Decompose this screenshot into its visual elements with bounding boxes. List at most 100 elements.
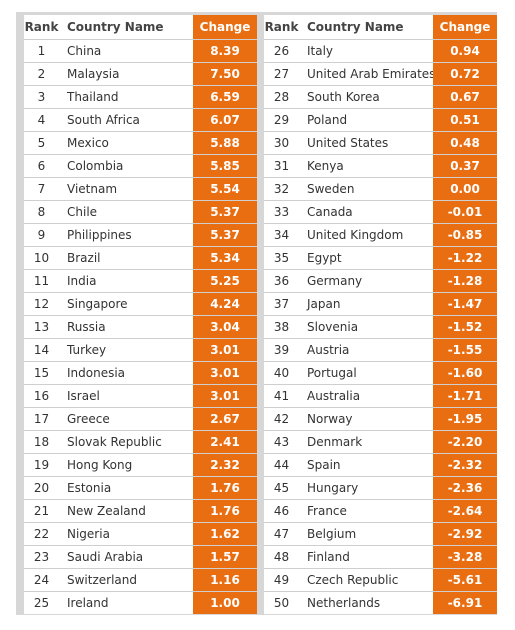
change-cell: 1.76 (193, 477, 257, 499)
table-row: 12 Singapore 4.24 (24, 292, 257, 315)
table-row: 31 Kenya 0.37 (264, 154, 497, 177)
country-cell: Greece (67, 412, 110, 426)
rank-cell: 30 (273, 136, 290, 150)
change-cell: 7.50 (193, 63, 257, 85)
table-row: 43 Denmark -2.20 (264, 430, 497, 453)
change-cell: -2.20 (433, 431, 497, 453)
change-cell: -1.22 (433, 247, 497, 269)
country-cell: Netherlands (307, 596, 381, 610)
table-row: 1 China 8.39 (24, 39, 257, 62)
rank-cell: 39 (273, 343, 290, 357)
country-cell: Indonesia (67, 366, 126, 380)
rank-cell: 29 (273, 113, 290, 127)
rank-cell: 37 (273, 297, 290, 311)
change-cell: 5.37 (193, 201, 257, 223)
table-row: 34 United Kingdom -0.85 (264, 223, 497, 246)
rank-cell: 28 (273, 90, 290, 104)
change-cell: -1.47 (433, 293, 497, 315)
left-table-panel: Rank Country Name Change 1 China 8.39 2 Mala… (24, 15, 257, 614)
change-cell: 1.62 (193, 523, 257, 545)
rank-cell: 50 (273, 596, 290, 610)
rank-header: Rank (264, 20, 299, 34)
change-cell: 2.67 (193, 408, 257, 430)
country-cell: Hungary (307, 481, 359, 495)
change-cell: -1.55 (433, 339, 497, 361)
rank-cell: 5 (37, 136, 46, 150)
country-cell: Turkey (67, 343, 107, 357)
rank-header: Rank (24, 20, 59, 34)
table-row: 3 Thailand 6.59 (24, 85, 257, 108)
rank-cell: 35 (273, 251, 290, 265)
change-header: Change (433, 15, 497, 39)
table-row: 32 Sweden 0.00 (264, 177, 497, 200)
country-cell: Malaysia (67, 67, 120, 81)
table-row: 21 New Zealand 1.76 (24, 499, 257, 522)
rank-cell: 3 (37, 90, 46, 104)
country-cell: China (67, 44, 102, 58)
country-cell: Canada (307, 205, 353, 219)
country-cell: United Kingdom (307, 228, 404, 242)
country-cell: Saudi Arabia (67, 550, 144, 564)
change-cell: 5.34 (193, 247, 257, 269)
rank-cell: 46 (273, 504, 290, 518)
change-cell: 0.51 (433, 109, 497, 131)
table-row: 29 Poland 0.51 (264, 108, 497, 131)
table-row: 33 Canada -0.01 (264, 200, 497, 223)
right-table-header: Rank Country Name Change (264, 15, 497, 39)
rank-cell: 19 (33, 458, 50, 472)
rank-cell: 48 (273, 550, 290, 564)
table-row: 11 India 5.25 (24, 269, 257, 292)
table-row: 47 Belgium -2.92 (264, 522, 497, 545)
change-cell: 5.88 (193, 132, 257, 154)
table-row: 48 Finland -3.28 (264, 545, 497, 568)
rank-cell: 23 (33, 550, 50, 564)
table-row: 25 Ireland 1.00 (24, 591, 257, 614)
change-cell: 1.00 (193, 592, 257, 614)
table-row: 6 Colombia 5.85 (24, 154, 257, 177)
table-row: 28 South Korea 0.67 (264, 85, 497, 108)
rank-cell: 22 (33, 527, 50, 541)
change-cell: 0.67 (433, 86, 497, 108)
country-cell: Australia (307, 389, 361, 403)
country-cell: Belgium (307, 527, 357, 541)
country-cell: Portugal (307, 366, 357, 380)
change-cell: 0.48 (433, 132, 497, 154)
rank-cell: 47 (273, 527, 290, 541)
country-cell: Mexico (67, 136, 109, 150)
change-cell: 3.01 (193, 385, 257, 407)
left-table-header: Rank Country Name Change (24, 15, 257, 39)
country-cell: Germany (307, 274, 363, 288)
change-cell: -1.60 (433, 362, 497, 384)
right-table-body: 26 Italy 0.94 27 United Arab Emirates 0.72 28 S… (264, 39, 497, 614)
change-cell: -2.64 (433, 500, 497, 522)
change-cell: 0.72 (433, 63, 497, 85)
country-cell: Hong Kong (67, 458, 133, 472)
country-name-header: Country Name (67, 20, 164, 34)
rank-cell: 9 (37, 228, 46, 242)
table-row: 49 Czech Republic -5.61 (264, 568, 497, 591)
country-cell: Chile (67, 205, 98, 219)
change-cell: 1.57 (193, 546, 257, 568)
rank-cell: 41 (273, 389, 290, 403)
table-row: 24 Switzerland 1.16 (24, 568, 257, 591)
country-cell: Vietnam (67, 182, 118, 196)
rank-cell: 16 (33, 389, 50, 403)
rank-cell: 10 (33, 251, 50, 265)
change-cell: -6.91 (433, 592, 497, 614)
rank-cell: 25 (33, 596, 50, 610)
country-cell: France (307, 504, 347, 518)
country-cell: Israel (67, 389, 100, 403)
change-cell: 4.24 (193, 293, 257, 315)
country-cell: Japan (307, 297, 341, 311)
country-cell: South Africa (67, 113, 140, 127)
country-cell: Finland (307, 550, 350, 564)
rank-cell: 31 (273, 159, 290, 173)
change-cell: 3.01 (193, 339, 257, 361)
rank-cell: 24 (33, 573, 50, 587)
country-cell: Kenya (307, 159, 344, 173)
rank-cell: 34 (273, 228, 290, 242)
table-row: 15 Indonesia 3.01 (24, 361, 257, 384)
table-row: 7 Vietnam 5.54 (24, 177, 257, 200)
rank-cell: 26 (273, 44, 290, 58)
rank-cell: 38 (273, 320, 290, 334)
